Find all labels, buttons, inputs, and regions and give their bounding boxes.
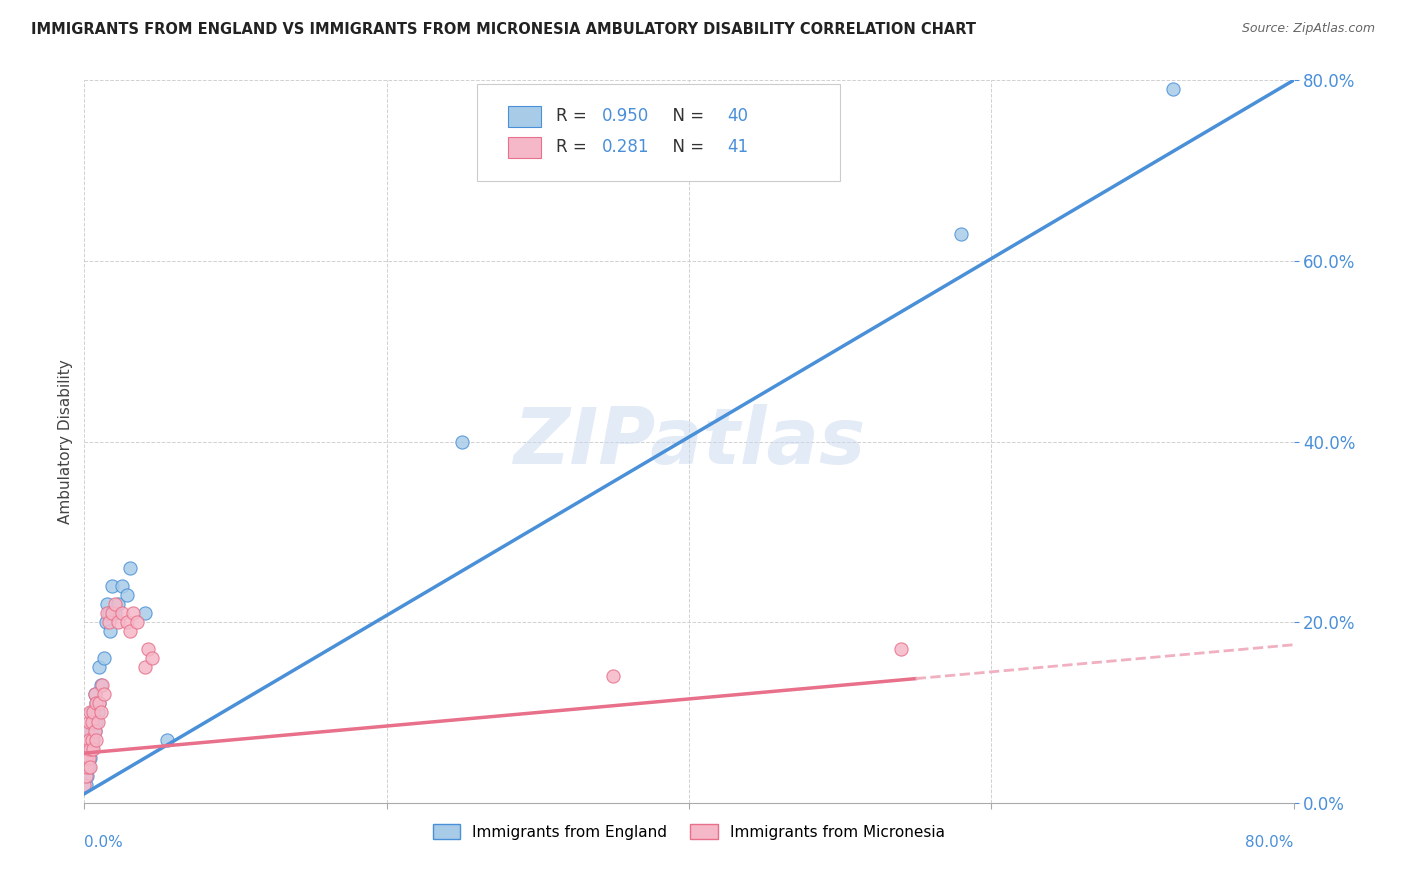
Point (890, 642, 912, 657)
Point (77, 732, 100, 747)
Point (77, 750, 100, 764)
Point (75, 760, 97, 774)
Legend: Immigrants from England, Immigrants from Micronesia: Immigrants from England, Immigrants from… (426, 818, 952, 846)
Point (107, 615, 129, 630)
Point (115, 615, 138, 630)
Text: N =: N = (662, 138, 710, 156)
Point (73, 778, 96, 792)
Text: IMMIGRANTS FROM ENGLAND VS IMMIGRANTS FROM MICRONESIA AMBULATORY DISABILITY CORR: IMMIGRANTS FROM ENGLAND VS IMMIGRANTS FR… (31, 22, 976, 37)
Point (84, 723, 107, 738)
Point (87, 714, 110, 729)
Point (76, 723, 98, 738)
Point (77, 760, 100, 774)
Point (100, 579, 122, 593)
Point (136, 642, 159, 657)
Point (82, 741, 104, 756)
Point (86, 697, 108, 711)
Point (80, 714, 103, 729)
Point (90, 678, 112, 692)
Point (156, 732, 179, 747)
Point (134, 660, 156, 674)
Point (100, 606, 122, 620)
Point (75, 732, 97, 747)
Point (79, 750, 101, 764)
Text: R =: R = (555, 138, 592, 156)
Text: ZIPatlas: ZIPatlas (513, 403, 865, 480)
Point (77, 723, 100, 738)
Point (104, 597, 127, 611)
Point (79, 706, 101, 720)
Point (1161, 82, 1184, 96)
Point (90, 706, 112, 720)
Point (80, 706, 103, 720)
FancyBboxPatch shape (508, 106, 541, 127)
Point (82, 714, 104, 729)
Point (91, 678, 114, 692)
Point (141, 651, 163, 665)
Text: 0.950: 0.950 (602, 107, 650, 126)
Point (451, 434, 474, 449)
Point (104, 606, 127, 620)
Text: 80.0%: 80.0% (1246, 835, 1294, 850)
Point (76, 750, 98, 764)
Text: Source: ZipAtlas.com: Source: ZipAtlas.com (1241, 22, 1375, 36)
Point (118, 561, 141, 575)
Point (76, 732, 98, 747)
Point (77, 750, 100, 764)
Point (80, 741, 103, 756)
Point (89, 697, 111, 711)
Point (75, 778, 97, 792)
Point (96, 597, 118, 611)
Point (111, 606, 134, 620)
Point (79, 732, 101, 747)
Point (98, 624, 121, 639)
Point (86, 732, 108, 747)
Point (94, 615, 117, 630)
Point (75, 750, 97, 764)
Text: 0.281: 0.281 (602, 138, 650, 156)
Point (79, 741, 101, 756)
Y-axis label: Ambulatory Disability: Ambulatory Disability (58, 359, 73, 524)
Point (86, 714, 108, 729)
Point (134, 606, 156, 620)
Point (602, 669, 624, 683)
Text: R =: R = (555, 107, 592, 126)
Point (82, 706, 104, 720)
Text: 41: 41 (728, 138, 749, 156)
Point (93, 687, 115, 701)
Text: 0.0%: 0.0% (84, 835, 124, 850)
Point (80, 732, 103, 747)
Point (107, 597, 129, 611)
Point (111, 579, 134, 593)
Text: 40: 40 (728, 107, 748, 126)
Point (97, 606, 120, 620)
Point (950, 227, 973, 241)
Text: N =: N = (662, 107, 710, 126)
Point (97, 615, 120, 630)
Point (82, 732, 104, 747)
Point (77, 741, 100, 756)
Point (87, 706, 110, 720)
FancyBboxPatch shape (478, 84, 841, 181)
Point (80, 723, 103, 738)
Point (79, 760, 101, 774)
Point (89, 697, 111, 711)
Point (84, 687, 107, 701)
Point (86, 697, 108, 711)
Point (121, 606, 143, 620)
Point (89, 660, 111, 674)
Point (93, 651, 115, 665)
Point (127, 615, 149, 630)
Point (75, 769, 97, 783)
FancyBboxPatch shape (508, 137, 541, 158)
Point (118, 624, 141, 639)
Point (84, 723, 107, 738)
Point (115, 588, 138, 602)
Point (76, 760, 98, 774)
Point (77, 714, 100, 729)
Point (76, 741, 98, 756)
Point (76, 769, 98, 783)
Point (84, 687, 107, 701)
Point (96, 606, 118, 620)
